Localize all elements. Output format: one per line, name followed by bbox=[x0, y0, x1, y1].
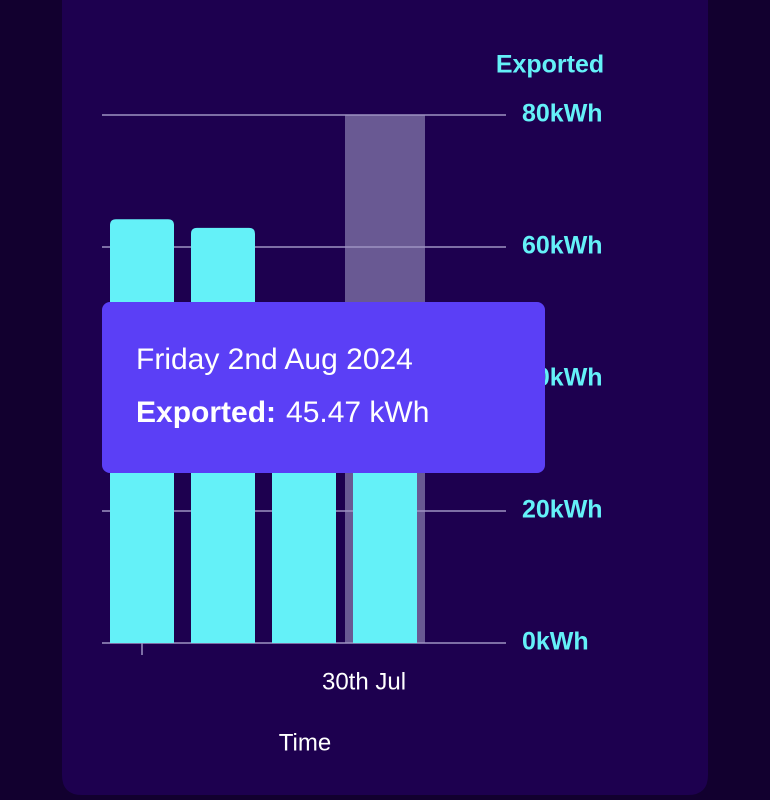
y-tick-label: 80kWh bbox=[522, 100, 603, 128]
y-tick-label: 0kWh bbox=[522, 628, 589, 656]
tooltip-box bbox=[102, 302, 545, 473]
x-tick-label: 30th Jul bbox=[322, 668, 406, 695]
x-axis-label: Time bbox=[279, 729, 331, 756]
y-tick-label: 60kWh bbox=[522, 232, 603, 260]
legend-label: Exported bbox=[496, 51, 604, 79]
tooltip-label: Exported: bbox=[136, 396, 276, 429]
y-tick-label: 20kWh bbox=[522, 496, 603, 524]
overlay: 30th Jul Time Friday 2nd Aug 2024 Exported:… bbox=[102, 302, 545, 756]
tooltip-value: Exported: 45.47 kWh bbox=[136, 396, 429, 429]
value-label: 45.47 kWh bbox=[286, 396, 429, 429]
tooltip-title: Friday 2nd Aug 2024 bbox=[136, 343, 413, 376]
